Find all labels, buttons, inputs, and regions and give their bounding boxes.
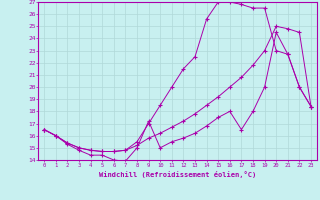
X-axis label: Windchill (Refroidissement éolien,°C): Windchill (Refroidissement éolien,°C) [99, 171, 256, 178]
